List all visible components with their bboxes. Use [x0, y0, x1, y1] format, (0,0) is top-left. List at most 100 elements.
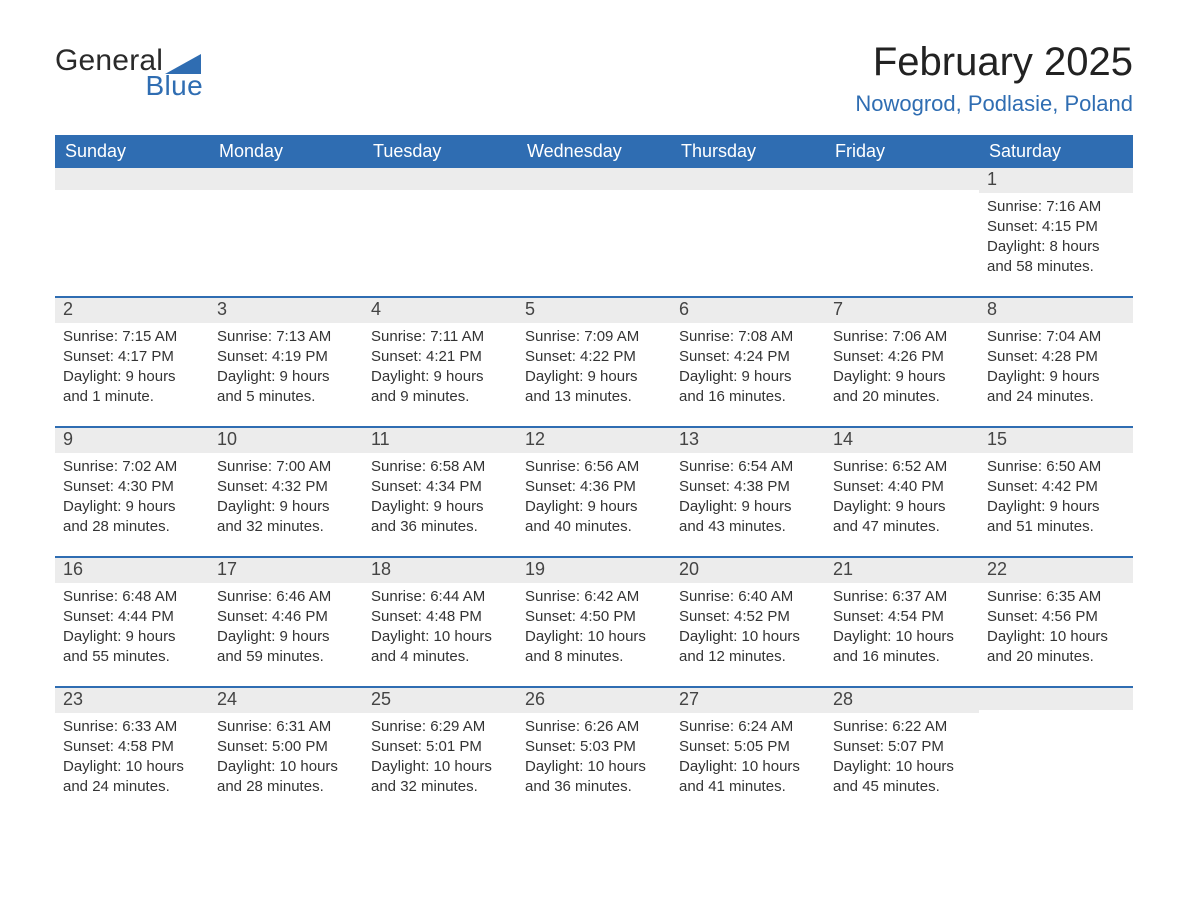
sunset-text: Sunset: 4:40 PM	[833, 477, 971, 497]
sunrise-text: Sunrise: 6:24 AM	[679, 717, 817, 737]
day-cell: 16Sunrise: 6:48 AMSunset: 4:44 PMDayligh…	[55, 558, 209, 686]
day-details: Sunrise: 7:11 AMSunset: 4:21 PMDaylight:…	[363, 323, 517, 418]
daylight-text-line1: Daylight: 9 hours	[371, 497, 509, 517]
daylight-text-line1: Daylight: 9 hours	[525, 497, 663, 517]
day-number: 9	[55, 428, 209, 453]
daylight-text-line1: Daylight: 9 hours	[217, 367, 355, 387]
sunset-text: Sunset: 4:22 PM	[525, 347, 663, 367]
sunset-text: Sunset: 4:38 PM	[679, 477, 817, 497]
daylight-text-line2: and 8 minutes.	[525, 647, 663, 667]
day-number: 8	[979, 298, 1133, 323]
daylight-text-line2: and 16 minutes.	[679, 387, 817, 407]
daylight-text-line1: Daylight: 9 hours	[525, 367, 663, 387]
calendar-week-row: 2Sunrise: 7:15 AMSunset: 4:17 PMDaylight…	[55, 296, 1133, 426]
day-details: Sunrise: 6:40 AMSunset: 4:52 PMDaylight:…	[671, 583, 825, 678]
sunrise-text: Sunrise: 6:50 AM	[987, 457, 1125, 477]
sunrise-text: Sunrise: 6:33 AM	[63, 717, 201, 737]
sunrise-text: Sunrise: 6:58 AM	[371, 457, 509, 477]
daylight-text-line2: and 40 minutes.	[525, 517, 663, 537]
sunset-text: Sunset: 4:50 PM	[525, 607, 663, 627]
sunset-text: Sunset: 5:05 PM	[679, 737, 817, 757]
day-cell	[825, 168, 979, 296]
logo: General Blue	[55, 40, 203, 100]
day-number: 18	[363, 558, 517, 583]
daylight-text-line1: Daylight: 9 hours	[63, 367, 201, 387]
day-number: 24	[209, 688, 363, 713]
sunset-text: Sunset: 4:34 PM	[371, 477, 509, 497]
sunrise-text: Sunrise: 7:02 AM	[63, 457, 201, 477]
day-number: 12	[517, 428, 671, 453]
day-cell	[55, 168, 209, 296]
sunset-text: Sunset: 4:17 PM	[63, 347, 201, 367]
day-details: Sunrise: 6:31 AMSunset: 5:00 PMDaylight:…	[209, 713, 363, 808]
sunset-text: Sunset: 4:32 PM	[217, 477, 355, 497]
day-details: Sunrise: 7:15 AMSunset: 4:17 PMDaylight:…	[55, 323, 209, 418]
day-details: Sunrise: 7:08 AMSunset: 4:24 PMDaylight:…	[671, 323, 825, 418]
sunrise-text: Sunrise: 6:56 AM	[525, 457, 663, 477]
sunset-text: Sunset: 4:28 PM	[987, 347, 1125, 367]
day-number: 25	[363, 688, 517, 713]
day-cell: 15Sunrise: 6:50 AMSunset: 4:42 PMDayligh…	[979, 428, 1133, 556]
daylight-text-line1: Daylight: 10 hours	[833, 627, 971, 647]
weekday-header-cell: Saturday	[979, 135, 1133, 168]
day-details: Sunrise: 6:26 AMSunset: 5:03 PMDaylight:…	[517, 713, 671, 808]
sunset-text: Sunset: 4:52 PM	[679, 607, 817, 627]
day-number: 21	[825, 558, 979, 583]
day-number: 16	[55, 558, 209, 583]
daylight-text-line2: and 41 minutes.	[679, 777, 817, 797]
sunset-text: Sunset: 4:15 PM	[987, 217, 1125, 237]
day-cell: 19Sunrise: 6:42 AMSunset: 4:50 PMDayligh…	[517, 558, 671, 686]
sunset-text: Sunset: 4:44 PM	[63, 607, 201, 627]
day-cell: 3Sunrise: 7:13 AMSunset: 4:19 PMDaylight…	[209, 298, 363, 426]
day-cell: 7Sunrise: 7:06 AMSunset: 4:26 PMDaylight…	[825, 298, 979, 426]
sunrise-text: Sunrise: 7:11 AM	[371, 327, 509, 347]
day-cell	[363, 168, 517, 296]
day-details: Sunrise: 6:29 AMSunset: 5:01 PMDaylight:…	[363, 713, 517, 808]
sunrise-text: Sunrise: 7:06 AM	[833, 327, 971, 347]
day-number: 23	[55, 688, 209, 713]
daylight-text-line1: Daylight: 9 hours	[987, 497, 1125, 517]
day-number: 10	[209, 428, 363, 453]
daylight-text-line2: and 32 minutes.	[371, 777, 509, 797]
day-cell: 24Sunrise: 6:31 AMSunset: 5:00 PMDayligh…	[209, 688, 363, 816]
day-number: 28	[825, 688, 979, 713]
daylight-text-line2: and 43 minutes.	[679, 517, 817, 537]
day-details: Sunrise: 7:04 AMSunset: 4:28 PMDaylight:…	[979, 323, 1133, 418]
empty-day-header	[363, 168, 517, 190]
day-cell	[671, 168, 825, 296]
sunrise-text: Sunrise: 6:42 AM	[525, 587, 663, 607]
sunrise-text: Sunrise: 7:09 AM	[525, 327, 663, 347]
sunrise-text: Sunrise: 6:52 AM	[833, 457, 971, 477]
daylight-text-line1: Daylight: 10 hours	[63, 757, 201, 777]
sunset-text: Sunset: 5:07 PM	[833, 737, 971, 757]
sunrise-text: Sunrise: 7:04 AM	[987, 327, 1125, 347]
day-number: 2	[55, 298, 209, 323]
weekday-header-cell: Friday	[825, 135, 979, 168]
daylight-text-line1: Daylight: 9 hours	[63, 627, 201, 647]
weeks-container: 1Sunrise: 7:16 AMSunset: 4:15 PMDaylight…	[55, 168, 1133, 816]
sunset-text: Sunset: 5:03 PM	[525, 737, 663, 757]
day-number: 4	[363, 298, 517, 323]
sunrise-text: Sunrise: 7:15 AM	[63, 327, 201, 347]
day-details: Sunrise: 6:58 AMSunset: 4:34 PMDaylight:…	[363, 453, 517, 548]
day-cell: 5Sunrise: 7:09 AMSunset: 4:22 PMDaylight…	[517, 298, 671, 426]
daylight-text-line1: Daylight: 10 hours	[371, 757, 509, 777]
day-number: 17	[209, 558, 363, 583]
day-details: Sunrise: 6:33 AMSunset: 4:58 PMDaylight:…	[55, 713, 209, 808]
day-cell: 26Sunrise: 6:26 AMSunset: 5:03 PMDayligh…	[517, 688, 671, 816]
page-title: February 2025	[855, 40, 1133, 85]
empty-day-header	[825, 168, 979, 190]
daylight-text-line2: and 9 minutes.	[371, 387, 509, 407]
daylight-text-line1: Daylight: 9 hours	[987, 367, 1125, 387]
sunrise-text: Sunrise: 6:44 AM	[371, 587, 509, 607]
weekday-header-row: SundayMondayTuesdayWednesdayThursdayFrid…	[55, 135, 1133, 168]
daylight-text-line2: and 24 minutes.	[987, 387, 1125, 407]
day-cell	[209, 168, 363, 296]
day-details: Sunrise: 7:13 AMSunset: 4:19 PMDaylight:…	[209, 323, 363, 418]
calendar: SundayMondayTuesdayWednesdayThursdayFrid…	[55, 135, 1133, 816]
day-cell: 6Sunrise: 7:08 AMSunset: 4:24 PMDaylight…	[671, 298, 825, 426]
day-cell: 20Sunrise: 6:40 AMSunset: 4:52 PMDayligh…	[671, 558, 825, 686]
sunset-text: Sunset: 4:30 PM	[63, 477, 201, 497]
sunrise-text: Sunrise: 7:08 AM	[679, 327, 817, 347]
daylight-text-line2: and 16 minutes.	[833, 647, 971, 667]
